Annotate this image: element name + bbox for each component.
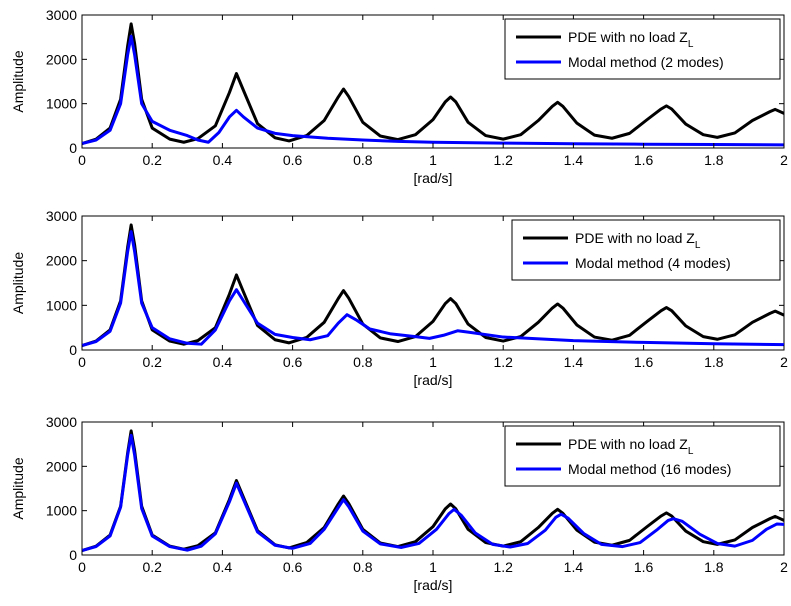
chart-panel-1: 0 0.2 0.4 0.6 0.8 1 1.2 1.4 1.6 1.8 2 0 1000 2000 3000… (10, 7, 788, 186)
x-tick-label: 1.6 (634, 152, 654, 168)
series-line-modal (82, 34, 784, 147)
chart-panel-3: 0 0.2 0.4 0.6 0.8 1 1.2 1.4 1.6 1.8 2 0 1000 2000 3000… (10, 414, 788, 593)
y-tick-label: 0 (69, 547, 77, 563)
y-tick-label: 1000 (46, 96, 77, 112)
y-tick-label: 3000 (46, 7, 77, 23)
series-line-pde (82, 22, 784, 146)
legend-label: Modal method (2 modes) (568, 54, 724, 70)
x-tick-label: 0.8 (353, 354, 373, 370)
x-tick-label: 2 (780, 354, 788, 370)
x-tick-label: 0.4 (213, 354, 233, 370)
legend-label: PDE with no load ZL (575, 230, 701, 251)
x-tick-label: 0.6 (283, 152, 303, 168)
x-tick-label: 1.4 (564, 354, 584, 370)
x-tick-label: 0 (78, 559, 86, 575)
x-tick-label: 1.6 (634, 354, 654, 370)
x-tick-label: 1.2 (493, 152, 513, 168)
y-tick-label: 3000 (46, 208, 77, 224)
series-line-pde (82, 223, 784, 348)
x-tick-label: 0.4 (213, 559, 233, 575)
x-tick-label: 0.8 (353, 559, 373, 575)
x-tick-label: 0 (78, 152, 86, 168)
x-axis-label: [rad/s] (414, 170, 453, 186)
x-tick-label: 1.6 (634, 559, 654, 575)
legend-box (504, 18, 781, 80)
x-tick-label: 1.4 (564, 559, 584, 575)
chart-panel-2: 0 0.2 0.4 0.6 0.8 1 1.2 1.4 1.6 1.8 2 0 1000 2000 3000… (10, 208, 788, 388)
legend-box (504, 425, 781, 487)
x-tick-label: 1.4 (564, 152, 584, 168)
legend: PDE with no load ZL Modal method (4 modes… (511, 219, 781, 281)
x-tick-label: 1.8 (704, 559, 724, 575)
x-tick-label: 0.2 (142, 152, 162, 168)
x-tick-label: 1 (429, 354, 437, 370)
legend: PDE with no load ZL Modal method (2 modes… (504, 18, 781, 80)
y-axis-label: Amplitude (10, 457, 26, 519)
x-tick-label: 2 (780, 152, 788, 168)
y-axis-label: Amplitude (10, 50, 26, 112)
y-tick-label: 3000 (46, 414, 77, 430)
x-axis-label: [rad/s] (414, 577, 453, 593)
y-tick-label: 2000 (46, 51, 77, 67)
legend-box (511, 219, 781, 281)
series-line-modal (82, 230, 784, 348)
series-line-modal (82, 433, 784, 553)
legend-label: PDE with no load ZL (568, 436, 694, 457)
y-tick-label: 1000 (46, 297, 77, 313)
x-tick-label: 1 (429, 559, 437, 575)
x-tick-label: 0.8 (353, 152, 373, 168)
x-tick-label: 1 (429, 152, 437, 168)
y-tick-label: 2000 (46, 253, 77, 269)
y-tick-label: 0 (69, 140, 77, 156)
x-tick-label: 1.2 (493, 559, 513, 575)
y-tick-label: 1000 (46, 503, 77, 519)
x-tick-label: 2 (780, 559, 788, 575)
legend: PDE with no load ZL Modal method (16 mode… (504, 425, 781, 487)
x-tick-label: 0 (78, 354, 86, 370)
y-axis-label: Amplitude (10, 252, 26, 314)
x-tick-label: 1.8 (704, 354, 724, 370)
legend-label: Modal method (4 modes) (575, 255, 731, 271)
x-axis-label: [rad/s] (414, 372, 453, 388)
x-tick-label: 1.2 (493, 354, 513, 370)
y-tick-label: 2000 (46, 458, 77, 474)
x-tick-label: 1.8 (704, 152, 724, 168)
legend-label: PDE with no load ZL (568, 29, 694, 50)
x-tick-label: 0.4 (213, 152, 233, 168)
x-tick-label: 0.2 (142, 354, 162, 370)
x-tick-label: 0.6 (283, 354, 303, 370)
legend-label: Modal method (16 modes) (568, 461, 731, 477)
x-tick-label: 0.2 (142, 559, 162, 575)
y-tick-label: 0 (69, 342, 77, 358)
x-tick-label: 0.6 (283, 559, 303, 575)
